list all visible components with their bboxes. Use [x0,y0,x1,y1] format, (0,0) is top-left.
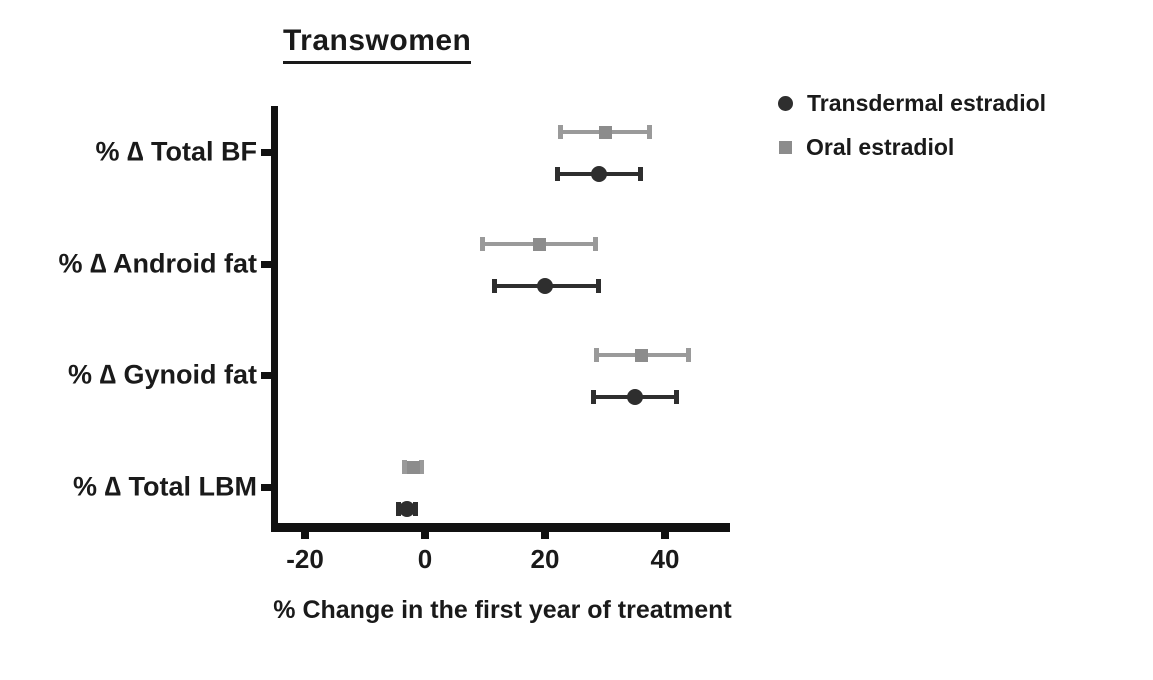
y-axis-tick [261,484,272,491]
y-axis-tick [261,261,272,268]
category-label: % ∆ Gynoid fat [67,359,257,390]
x-axis-tick [301,531,309,539]
data-point-circle [399,501,415,517]
x-axis [271,523,730,532]
error-bar-cap-right [419,460,424,474]
category-label: % ∆ Total BF [95,136,257,167]
data-point-square [406,460,420,474]
error-bar-cap-right [596,279,601,293]
error-bar-cap-left [594,348,599,362]
category-label: % ∆ Total LBM [72,471,257,502]
x-axis-tick [421,531,429,539]
circle-marker-icon [778,95,793,111]
data-point-circle [591,166,607,182]
error-bar-cap-right [593,237,598,251]
data-point-square [634,348,648,362]
error-bar-cap-right [686,348,691,362]
error-bar-cap-left [396,502,401,516]
error-bar-cap-left [558,125,563,139]
error-bar-cap-left [591,390,596,404]
y-axis-tick [261,372,272,379]
error-bar-cap-right [638,167,643,181]
error-bar-cap-right [674,390,679,404]
error-bar-cap-left [492,279,497,293]
square-marker-icon [779,140,792,154]
error-bar-cap-left [480,237,485,251]
data-point-square [532,237,546,251]
error-bar-cap-left [555,167,560,181]
legend-item-oral: Oral estradiol [778,132,1046,162]
x-tick-label: 0 [417,544,433,574]
legend-label: Transdermal estradiol [807,89,1047,116]
category-label: % ∆ Android fat [58,248,257,279]
legend-item-transdermal: Transdermal estradiol [778,88,1046,118]
x-tick-label: 20 [530,544,560,574]
y-axis-tick [261,149,272,156]
y-axis [271,106,278,532]
x-tick-label: 40 [650,544,680,574]
data-point-square [598,125,612,139]
data-point-circle [627,389,643,405]
error-bar-cap-right [413,502,418,516]
x-axis-title: % Change in the first year of treatment [273,596,732,624]
error-bar-cap-left [402,460,407,474]
legend-label: Oral estradiol [806,133,955,160]
x-tick-label: -20 [286,544,324,574]
x-axis-tick [661,531,669,539]
error-bar-cap-right [647,125,652,139]
data-point-circle [537,278,553,294]
chart-title: Transwomen [283,24,472,64]
x-axis-tick [541,531,549,539]
legend: Transdermal estradiol Oral estradiol [778,88,1046,162]
